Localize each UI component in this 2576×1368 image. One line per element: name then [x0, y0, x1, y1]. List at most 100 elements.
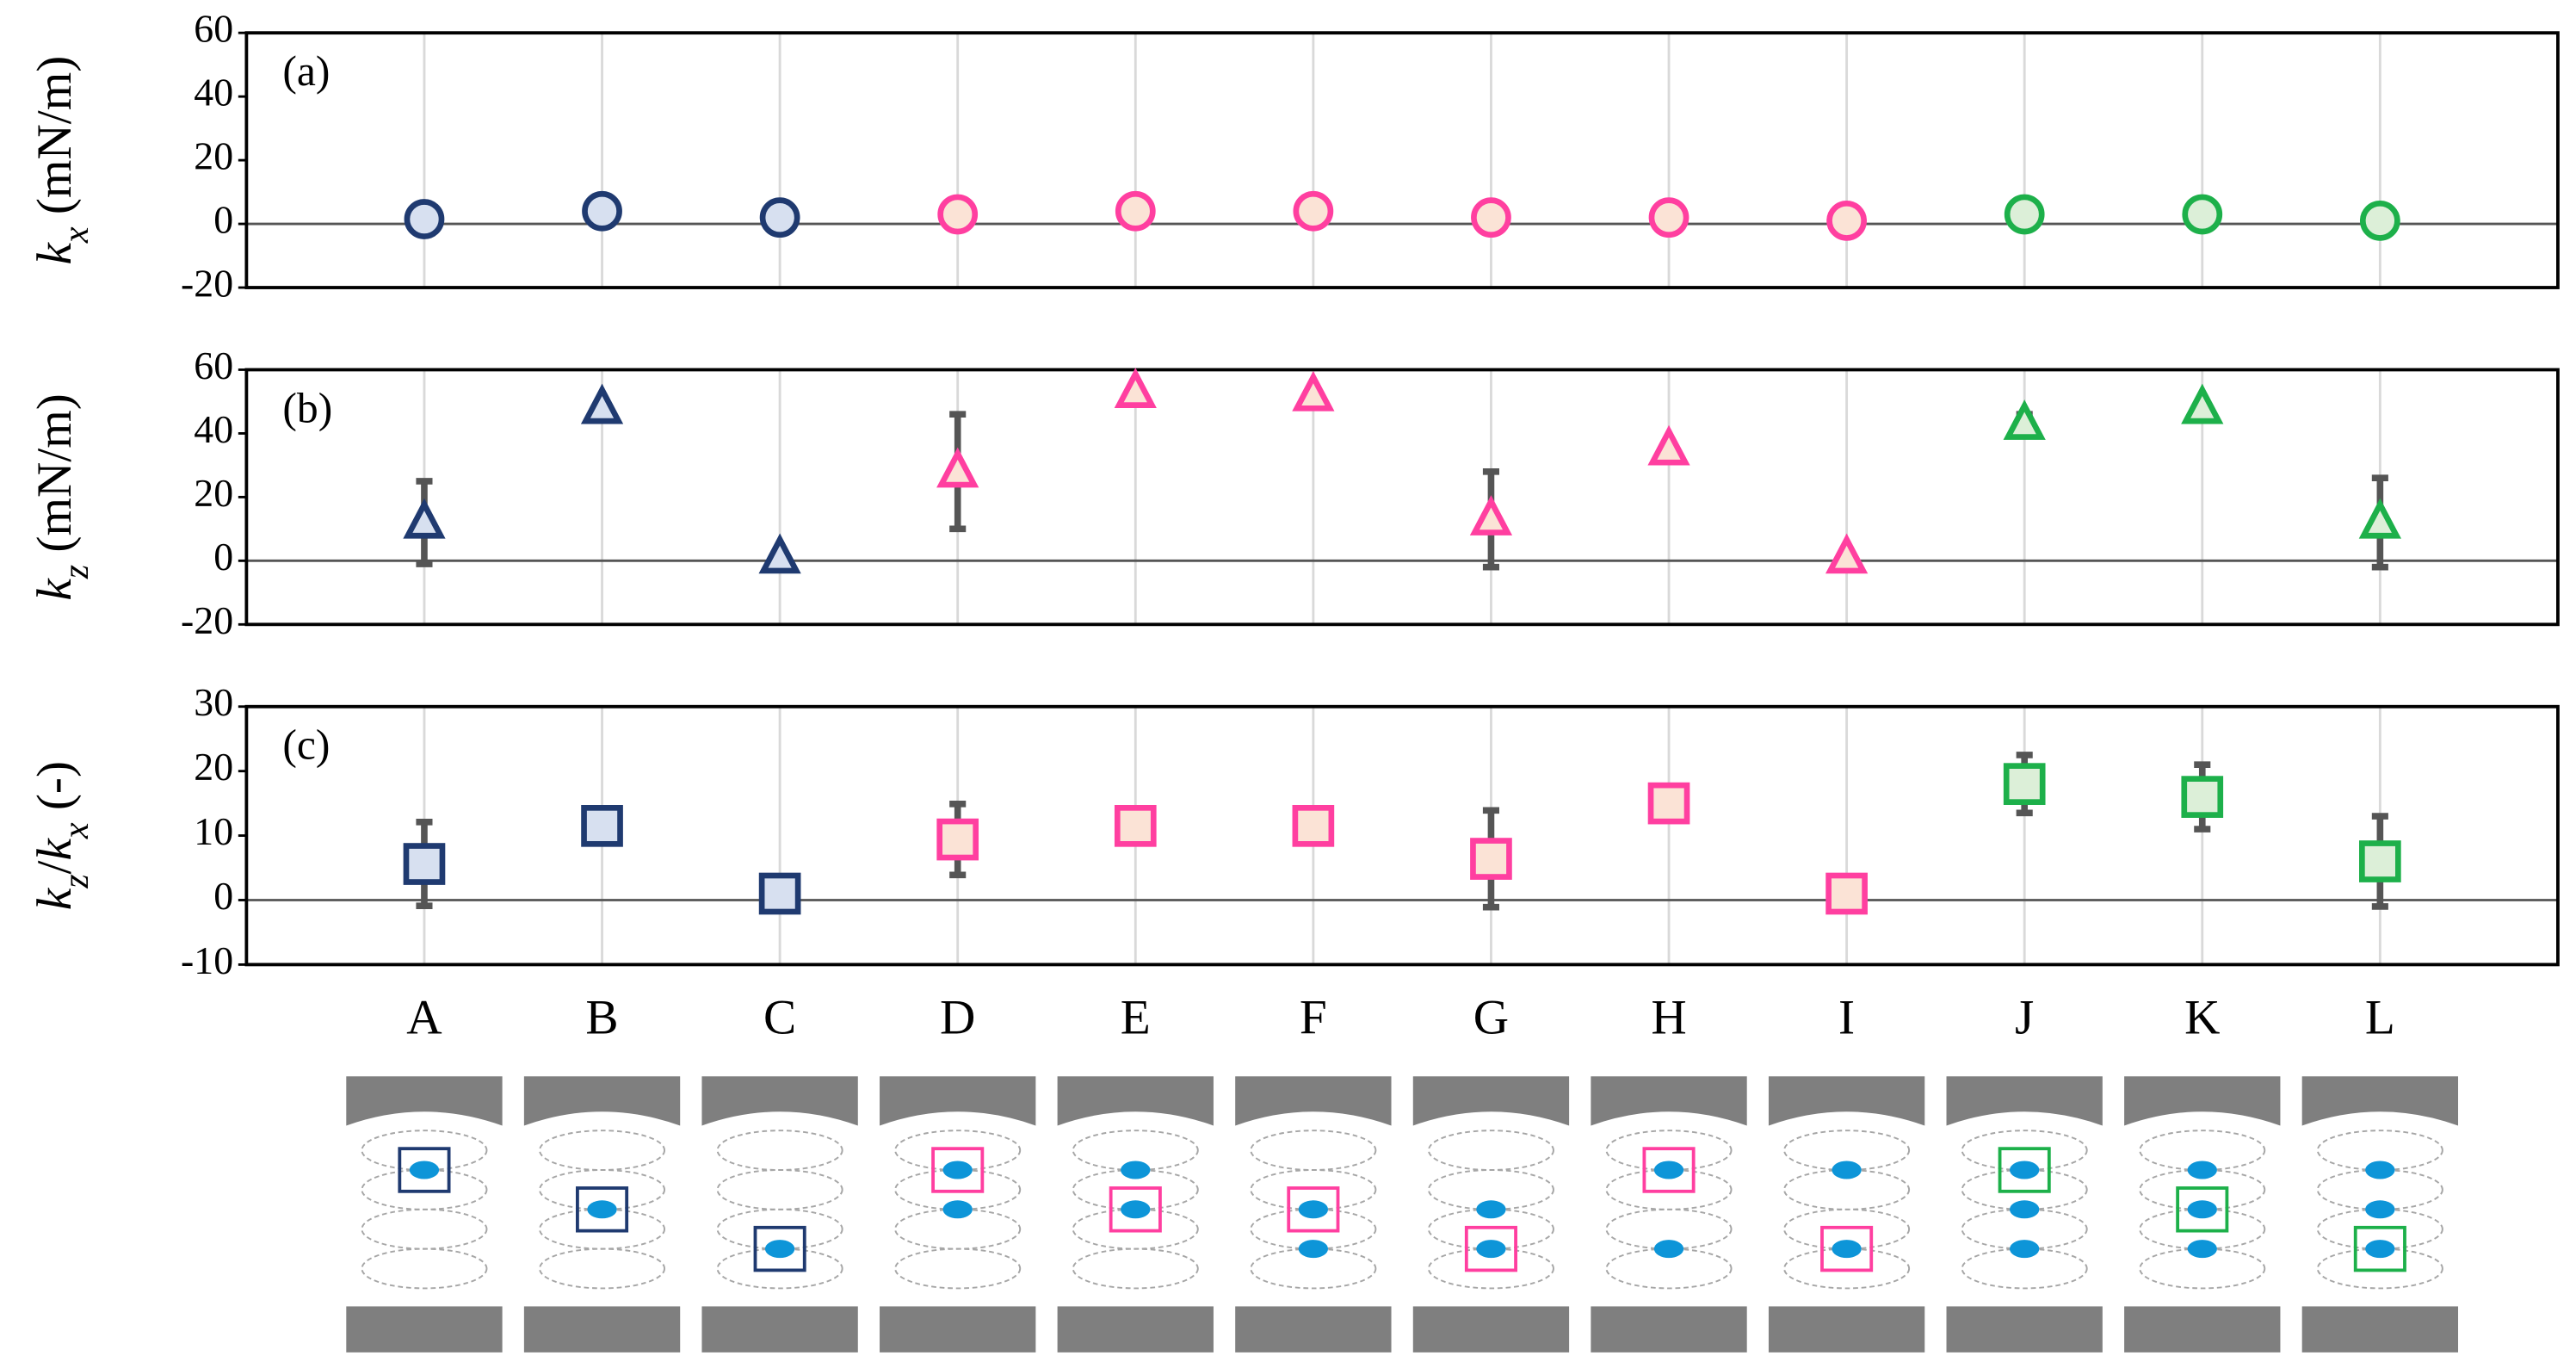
y-axis-label-part: (mN/m): [28, 56, 82, 227]
trap-outline: [1250, 1130, 1377, 1171]
highlight-box: [1109, 1186, 1162, 1233]
point: [1825, 872, 1868, 915]
y-axis-label: kz/kx (-): [28, 761, 96, 910]
x-tick-label: E: [1121, 990, 1151, 1044]
trap-outline: [539, 1130, 666, 1171]
particle: [1476, 1200, 1506, 1219]
schematic: [1057, 1076, 1214, 1353]
top-plate: [880, 1076, 1036, 1126]
trap-outline: [1427, 1130, 1554, 1171]
top-plate: [1235, 1076, 1392, 1126]
bottom-plate: [1235, 1306, 1392, 1353]
schematic: [880, 1076, 1036, 1353]
x-tick-label: G: [1473, 990, 1509, 1044]
schematic: [1946, 1076, 2103, 1353]
bottom-plate: [1412, 1306, 1570, 1353]
y-axis-label-part: (mN/m): [28, 393, 82, 565]
particle: [2010, 1161, 2040, 1179]
highlight-box: [1998, 1147, 2051, 1193]
trap-outline: [1072, 1247, 1199, 1290]
particle: [409, 1161, 440, 1179]
top-plate: [1057, 1076, 1214, 1126]
y-axis-label-part: k: [28, 242, 82, 265]
point: [2181, 776, 2224, 818]
schematic: [1412, 1076, 1570, 1353]
x-tick-label: K: [2184, 990, 2220, 1044]
top-plate: [1591, 1076, 1747, 1126]
highlight-box: [1820, 1225, 1874, 1272]
trap-outline: [361, 1247, 488, 1290]
point: [1471, 197, 1511, 238]
y-tick-label: 20: [194, 471, 233, 515]
x-tick-label: I: [1838, 990, 1855, 1044]
y-axis-label-part: k: [28, 887, 82, 910]
point: [1292, 805, 1335, 847]
bottom-plate: [2124, 1306, 2281, 1353]
particle: [2010, 1240, 2040, 1259]
top-plate: [2124, 1076, 2281, 1126]
x-tick-label: B: [585, 990, 618, 1044]
particle: [1476, 1240, 1506, 1259]
point: [580, 383, 624, 424]
point: [403, 843, 446, 885]
y-tick-label: 40: [194, 407, 233, 451]
bottom-plate: [346, 1306, 503, 1353]
particle: [2187, 1200, 2217, 1219]
point: [758, 872, 801, 915]
top-plate: [1768, 1076, 1925, 1126]
y-axis-label-part: k: [28, 838, 82, 861]
point: [582, 190, 622, 232]
particle: [1298, 1240, 1329, 1259]
highlight-box: [1287, 1186, 1340, 1233]
point: [937, 194, 979, 235]
bottom-plate: [523, 1306, 681, 1353]
schematic: [523, 1076, 681, 1353]
point: [1826, 200, 1867, 241]
schematic: [1235, 1076, 1392, 1353]
point: [2359, 200, 2400, 241]
point: [936, 818, 979, 861]
schematic: [701, 1076, 858, 1353]
plot-frame: [244, 31, 2560, 289]
point: [2003, 763, 2046, 805]
bottom-plate: [701, 1306, 858, 1353]
point: [581, 805, 623, 847]
trap-outline: [361, 1208, 488, 1250]
point: [2181, 383, 2224, 424]
particle: [587, 1200, 617, 1219]
top-plate: [1412, 1076, 1570, 1126]
x-tick-label: C: [763, 990, 796, 1044]
y-axis-label-part: x: [56, 822, 96, 839]
x-tick-label: A: [406, 990, 442, 1044]
y-tick-label: 60: [194, 7, 233, 51]
point: [758, 533, 801, 574]
particle: [2187, 1240, 2217, 1259]
y-tick-label: 0: [213, 535, 233, 579]
point: [759, 197, 800, 238]
y-axis-label: kz (mN/m): [28, 393, 96, 601]
bottom-plate: [1057, 1306, 1214, 1353]
y-axis-label-part: k: [28, 578, 82, 601]
y-tick-label: -20: [181, 598, 233, 642]
x-tick-label: F: [1300, 990, 1327, 1044]
particle: [2365, 1240, 2395, 1259]
particle: [1298, 1200, 1329, 1219]
highlight-box: [753, 1225, 806, 1272]
y-tick-label: -10: [181, 938, 233, 982]
particle: [2365, 1161, 2395, 1179]
particle: [2365, 1200, 2395, 1219]
highlight-box: [2353, 1225, 2406, 1272]
x-tick-label: L: [2365, 990, 2395, 1044]
y-axis-label-part: z: [56, 565, 96, 579]
point: [1114, 805, 1157, 847]
highlight-box: [398, 1147, 451, 1193]
schematic: [1591, 1076, 1747, 1353]
point: [404, 199, 445, 239]
particle: [1653, 1240, 1684, 1259]
bottom-plate: [1591, 1306, 1747, 1353]
top-plate: [523, 1076, 681, 1126]
y-tick-label: 0: [213, 874, 233, 918]
particle: [1832, 1240, 1862, 1259]
